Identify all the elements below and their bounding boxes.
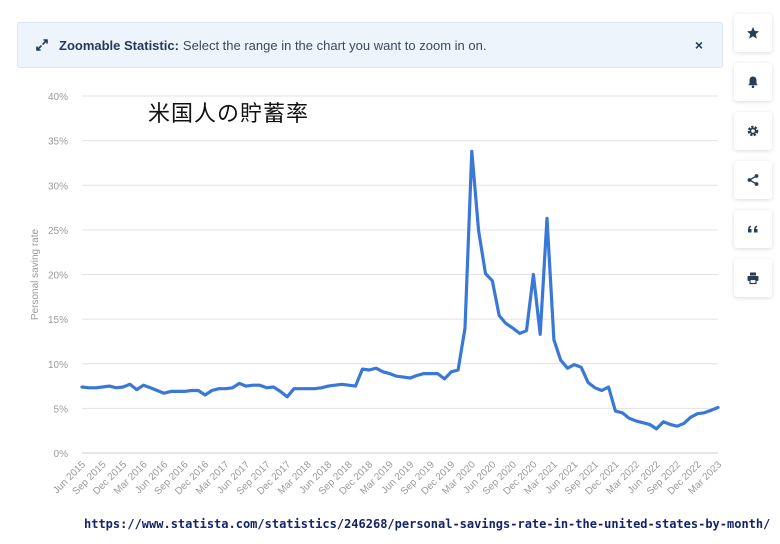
- bell-icon: [748, 76, 758, 89]
- gear-icon: [747, 125, 759, 137]
- zoom-banner: Zoomable Statistic: Select the range in …: [17, 22, 723, 68]
- series-line: [80, 149, 720, 431]
- y-tick-label: 30%: [48, 181, 68, 192]
- notification-button[interactable]: [734, 63, 772, 101]
- cite-button[interactable]: [734, 210, 772, 248]
- y-tick-label: 20%: [48, 271, 68, 282]
- savings-rate-line-chart[interactable]: 0% 5% 10% 15% 20% 25% 30% 35% 40% Personal saving…: [0, 80, 730, 510]
- close-button[interactable]: ×: [694, 37, 704, 53]
- y-tick-label: 5%: [54, 404, 69, 415]
- share-icon: [747, 174, 759, 186]
- y-tick-label: 15%: [48, 315, 68, 326]
- y-tick-label: 10%: [48, 360, 68, 371]
- quote-icon: [748, 225, 758, 233]
- expand-icon: [36, 39, 48, 51]
- chart-area[interactable]: 0% 5% 10% 15% 20% 25% 30% 35% 40% Personal saving…: [0, 80, 730, 510]
- y-tick-label: 35%: [48, 137, 68, 148]
- source-url[interactable]: https://www.statista.com/statistics/2462…: [84, 517, 771, 531]
- overlay-title: 米国人の貯蓄率: [148, 102, 310, 127]
- side-toolbar: [734, 14, 772, 308]
- banner-title: Zoomable Statistic:: [59, 37, 179, 53]
- favorite-button[interactable]: [734, 14, 772, 52]
- settings-button[interactable]: [734, 112, 772, 150]
- print-button[interactable]: [734, 259, 772, 297]
- banner-text: Select the range in the chart you want t…: [182, 37, 487, 53]
- print-icon: [747, 272, 759, 285]
- y-tick-label: 0%: [54, 449, 69, 460]
- y-tick-label: 40%: [48, 92, 68, 103]
- share-button[interactable]: [734, 161, 772, 199]
- y-tick-label: 25%: [48, 226, 68, 237]
- star-icon: [747, 27, 759, 39]
- y-axis-label: Personal saving rate: [30, 228, 41, 320]
